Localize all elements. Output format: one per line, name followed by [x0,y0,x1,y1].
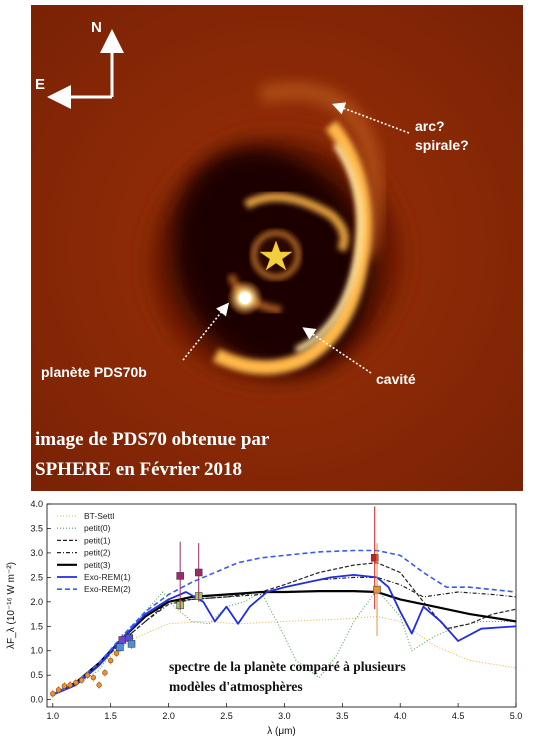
x-tick-label: 5.0 [510,711,523,721]
legend-label: petit(0) [84,523,111,533]
pds70-image-panel: N E arc? spirale? planète PDS70b cavité … [31,5,523,491]
annotation-arc-line2: spirale? [415,137,469,153]
low-res-point [113,650,120,656]
low-res-point [107,657,114,664]
x-tick-label: 3.5 [336,711,349,721]
observation-point [176,572,184,580]
series-line-petit-0- [52,589,516,696]
chart-overlay-line2: modèles d'atmosphères [169,679,303,694]
y-tick-label: 2.0 [30,597,43,607]
low-res-point [55,687,62,693]
low-res-point [84,672,91,678]
low-res-point [73,679,79,686]
low-res-point [50,691,56,697]
y-tick-label: 1.5 [30,621,43,631]
series-line-petit-1- [52,562,517,696]
y-tick-label: 0.5 [30,670,43,680]
annotation-planet: planète PDS70b [41,364,147,380]
low-res-point [96,682,102,688]
y-tick-label: 1.0 [30,646,43,656]
compass-east-label: E [35,76,46,93]
x-tick-label: 1.0 [47,711,60,721]
x-tick-label: 1.5 [104,711,117,721]
annotation-arc-line1: arc? [415,118,445,134]
x-tick-label: 3.0 [278,711,291,721]
x-tick-label: 2.0 [162,711,175,721]
y-axis-label: λF_λ (10⁻¹⁶ W m⁻²) [6,562,17,649]
caption-line2: SPHERE en Février 2018 [35,459,243,480]
y-tick-label: 0.0 [30,695,43,705]
spectrum-chart-svg: 1.0 1.5 2.0 2.5 3.0 3.5 4.0 4.5 5.0 0.0 0.5 1.0 1.5 2… [6,499,522,737]
legend-label: BT-Settl [84,511,114,521]
plot-layer: 1.0 1.5 2.0 2.5 3.0 3.5 4.0 4.5 5.0 0.0 0.5 1.0 1.5 2… [6,499,522,737]
pds70-sphere-image [31,5,523,491]
legend-label: Exo-REM(2) [84,584,131,594]
y-tick-label: 3.5 [30,523,43,533]
y-tick-label: 2.5 [30,572,43,582]
low-res-point [67,682,73,688]
low-res-point [61,683,68,689]
annotation-cavity: cavité [376,371,416,387]
series-line-exo-rem-1- [52,574,517,696]
legend-label: petit(3) [84,560,111,570]
low-res-point [90,674,97,681]
x-axis-label: λ (μm) [267,726,296,737]
chart-overlay-line1: spectre de la planète comparé à plusieur… [169,659,406,674]
y-tick-label: 3.0 [30,548,43,558]
legend-label: petit(1) [84,535,111,545]
low-res-point [79,677,85,683]
star-icon [259,240,293,271]
observation-point [373,585,381,594]
caption-line1: image de PDS70 obtenue par [35,429,270,450]
plot-frame [46,503,517,708]
low-res-point [102,670,108,676]
legend-label: Exo-REM(1) [84,572,131,582]
legend-label: petit(2) [84,548,111,558]
observation-point [116,643,124,652]
observation-point [127,640,136,648]
compass-north-label: N [91,19,102,36]
series-line-exo-rem-2- [52,549,517,696]
x-tick-label: 2.5 [220,711,233,721]
spectrum-chart: 1.0 1.5 2.0 2.5 3.0 3.5 4.0 4.5 5.0 0.0 0.5 1.0 1.5 2… [0,493,534,750]
y-tick-label: 4.0 [30,499,43,509]
observation-point [370,554,379,562]
x-tick-label: 4.5 [452,711,465,721]
observation-point [194,568,203,577]
x-tick-label: 4.0 [394,711,407,721]
